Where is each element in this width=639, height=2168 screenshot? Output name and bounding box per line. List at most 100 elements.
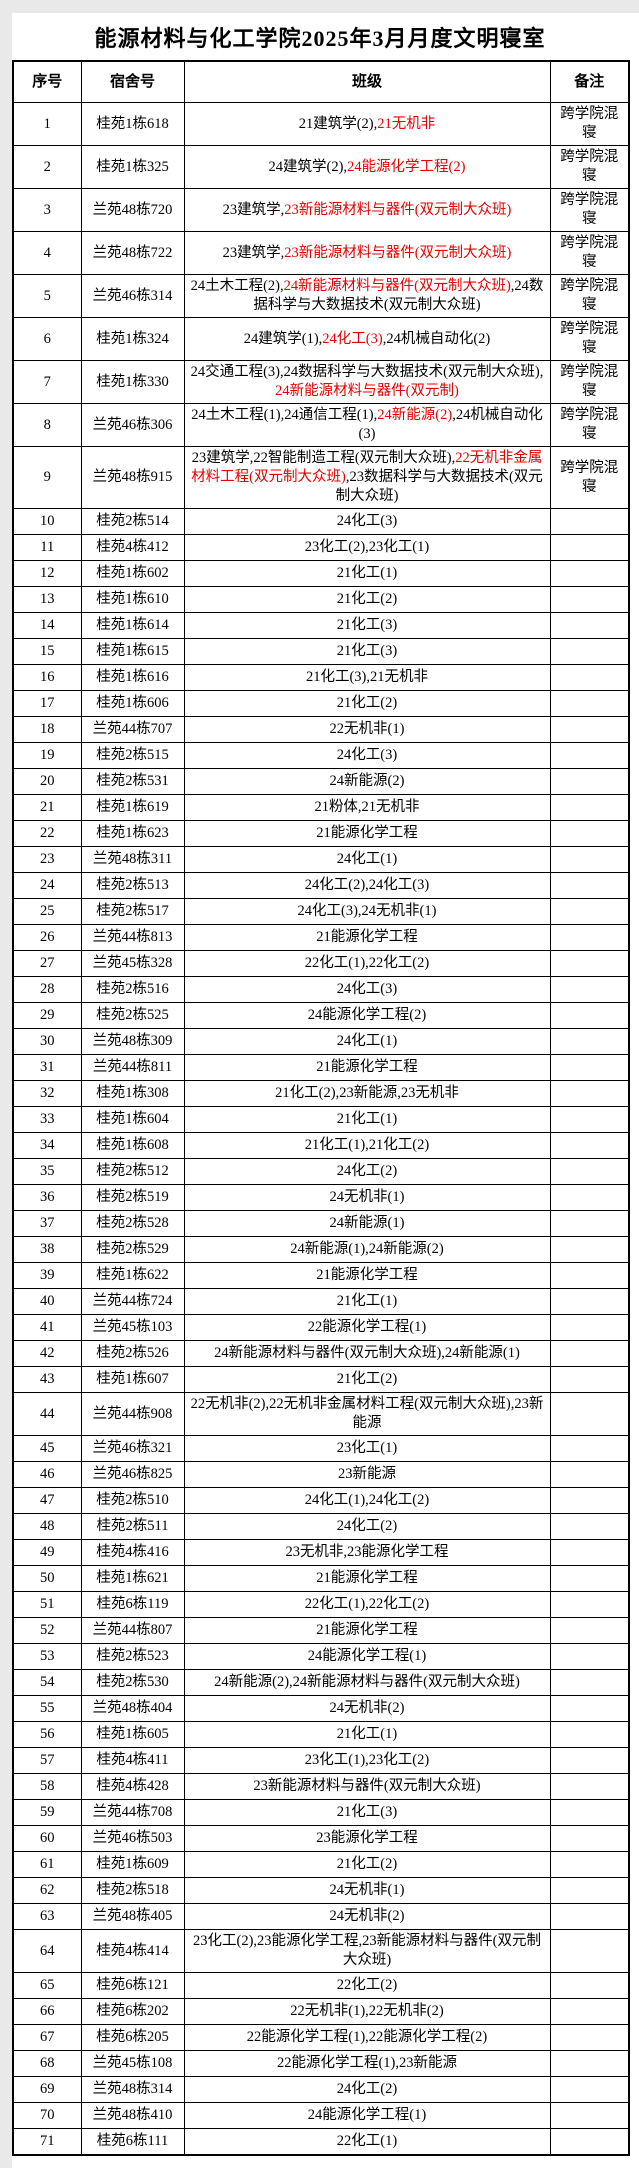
row-number-cell: 43	[12, 1366, 82, 1393]
dorm-number-cell: 桂苑1栋608	[80, 1132, 185, 1159]
class-name: 22化工(2)	[336, 1977, 398, 1993]
row-number-cell: 31	[12, 1054, 82, 1081]
table-row: 50 桂苑1栋621 21能源化学工程	[12, 1565, 630, 1592]
dorm-number-cell: 桂苑2栋512	[80, 1158, 185, 1185]
dorm-number-cell: 桂苑1栋325	[80, 145, 185, 189]
row-number-cell: 52	[12, 1617, 82, 1644]
class-list-cell: 21化工(2)	[183, 690, 551, 717]
note-cell	[549, 794, 630, 821]
table-row: 46 兰苑46栋825 23新能源	[12, 1461, 630, 1488]
note-cell	[549, 1513, 630, 1540]
class-name: 24能源化学工程(1)	[307, 1648, 427, 1664]
class-name: 21化工(3)	[336, 643, 398, 659]
class-list-cell: 24土木工程(2),24新能源材料与器件(双元制大众班),24数据科学与大数据技…	[183, 274, 551, 318]
class-name-highlighted: 22无机非金属材料工程(双元制大众班)	[191, 450, 543, 485]
note-cell	[549, 1929, 630, 1973]
table-row: 7 桂苑1栋330 24交通工程(3),24数据科学与大数据技术(双元制大众班),2…	[12, 360, 630, 404]
table-header-row: 序号 宿舍号 班级 备注	[12, 60, 630, 103]
dorm-number-cell: 桂苑1栋614	[80, 612, 185, 639]
dorm-number-cell: 桂苑2栋525	[80, 1002, 185, 1029]
class-name: 21化工(1)	[336, 565, 398, 581]
class-name: 23化工(1)	[336, 1440, 398, 1456]
note-cell: 跨学院混寝	[549, 102, 630, 146]
note-cell	[549, 1288, 630, 1315]
table-row: 1 桂苑1栋618 21建筑学(2),21无机非 跨学院混寝	[12, 102, 630, 146]
class-name: 21化工(3)	[336, 1804, 398, 1820]
document-sheet: 能源材料与化工学院2025年3月月度文明寝室 序号 宿舍号 班级 备注 1 桂苑1…	[12, 13, 639, 2168]
row-number-cell: 32	[12, 1080, 82, 1107]
class-list-cell: 22无机非(2),22无机非金属材料工程(双元制大众班),23新能源	[183, 1392, 551, 1436]
dorm-number-cell: 桂苑2栋517	[80, 898, 185, 925]
class-list-cell: 22无机非(1),22无机非(2)	[183, 1998, 551, 2025]
table-row: 53 桂苑2栋523 24能源化学工程(1)	[12, 1643, 630, 1670]
note-cell	[549, 1461, 630, 1488]
class-list-cell: 21化工(2)	[183, 586, 551, 613]
row-number-cell: 21	[12, 794, 82, 821]
note-cell	[549, 1773, 630, 1800]
row-number-cell: 62	[12, 1877, 82, 1904]
table-row: 24 桂苑2栋513 24化工(2),24化工(3)	[12, 872, 630, 899]
table-row: 25 桂苑2栋517 24化工(3),24无机非(1)	[12, 898, 630, 925]
table-row: 5 兰苑46栋314 24土木工程(2),24新能源材料与器件(双元制大众班),24…	[12, 274, 630, 318]
class-list-cell: 21化工(1)	[183, 1721, 551, 1748]
row-number-cell: 37	[12, 1210, 82, 1237]
dorm-number-cell: 桂苑2栋511	[80, 1513, 185, 1540]
class-name: 21能源化学工程	[316, 1059, 418, 1075]
dorm-number-cell: 桂苑2栋529	[80, 1236, 185, 1263]
class-list-cell: 24无机非(1)	[183, 1184, 551, 1211]
class-name: 24化工(3)	[336, 981, 398, 997]
note-cell	[549, 1054, 630, 1081]
row-number-cell: 20	[12, 768, 82, 795]
dorm-number-cell: 兰苑44栋813	[80, 924, 185, 951]
class-list-cell: 24交通工程(3),24数据科学与大数据技术(双元制大众班), 24新能源材料与器…	[183, 360, 551, 404]
table-row: 21 桂苑1栋619 21粉体,21无机非	[12, 794, 630, 821]
table-body: 1 桂苑1栋618 21建筑学(2),21无机非 跨学院混寝 2 桂苑1栋325 24建筑学…	[12, 102, 630, 2156]
table-row: 68 兰苑45栋108 22能源化学工程(1),23新能源	[12, 2050, 630, 2077]
class-name: 24新能源(1),24新能源(2)	[290, 1241, 444, 1257]
class-name: 21化工(3),21无机非	[305, 669, 429, 685]
class-name: 23建筑学,	[222, 244, 285, 261]
note-cell	[549, 1314, 630, 1341]
table-row: 69 兰苑48栋314 24化工(2)	[12, 2076, 630, 2103]
class-name: 21化工(2)	[336, 1371, 398, 1387]
dorm-number-cell: 桂苑2栋528	[80, 1210, 185, 1237]
class-name: 24化工(1)	[336, 851, 398, 867]
note-cell	[549, 612, 630, 639]
note-cell: 跨学院混寝	[549, 231, 630, 275]
dorm-number-cell: 兰苑48栋309	[80, 1028, 185, 1055]
table-row: 43 桂苑1栋607 21化工(2)	[12, 1366, 630, 1393]
row-number-cell: 7	[12, 360, 82, 404]
note-cell	[549, 1695, 630, 1722]
dorm-number-cell: 桂苑2栋514	[80, 508, 185, 535]
table-row: 55 兰苑48栋404 24无机非(2)	[12, 1695, 630, 1722]
class-list-cell: 24新能源材料与器件(双元制大众班),24新能源(1)	[183, 1340, 551, 1367]
table-row: 22 桂苑1栋623 21能源化学工程	[12, 820, 630, 847]
class-list-cell: 23化工(2),23能源化学工程,23新能源材料与器件(双元制大众班)	[183, 1929, 551, 1973]
class-list-cell: 22能源化学工程(1),23新能源	[183, 2050, 551, 2077]
table-row: 36 桂苑2栋519 24无机非(1)	[12, 1184, 630, 1211]
class-list-cell: 21能源化学工程	[183, 1262, 551, 1289]
dorm-number-cell: 桂苑1栋619	[80, 794, 185, 821]
class-name: 21化工(2)	[336, 695, 398, 711]
table-row: 13 桂苑1栋610 21化工(2)	[12, 586, 630, 613]
class-name: 24新能源(2)	[329, 773, 405, 789]
table-row: 39 桂苑1栋622 21能源化学工程	[12, 1262, 630, 1289]
row-number-cell: 46	[12, 1461, 82, 1488]
class-name: 21化工(1)	[336, 1293, 398, 1309]
note-cell	[549, 1366, 630, 1393]
table-row: 9 兰苑48栋915 23建筑学,22智能制造工程(双元制大众班),22无机非金属材…	[12, 446, 630, 509]
row-number-cell: 57	[12, 1747, 82, 1774]
table-row: 15 桂苑1栋615 21化工(3)	[12, 638, 630, 665]
table-row: 8 兰苑46栋306 24土木工程(1),24通信工程(1),24新能源(2),24…	[12, 403, 630, 447]
class-name: 23建筑学,22智能制造工程(双元制大众班),	[191, 450, 456, 466]
class-name: 23新能源材料与器件(双元制大众班)	[253, 1778, 481, 1794]
class-name: 21能源化学工程	[316, 825, 418, 841]
class-list-cell: 23建筑学,23新能源材料与器件(双元制大众班)	[183, 231, 551, 275]
class-list-cell: 21化工(1),21化工(2)	[183, 1132, 551, 1159]
class-list-cell: 21建筑学(2),21无机非	[183, 102, 551, 146]
table-row: 58 桂苑4栋428 23新能源材料与器件(双元制大众班)	[12, 1773, 630, 1800]
class-name: 22无机非(1)	[329, 721, 405, 737]
class-name: 22能源化学工程(1),23新能源	[276, 2055, 458, 2071]
row-number-cell: 3	[12, 188, 82, 232]
class-list-cell: 22化工(2)	[183, 1972, 551, 1999]
